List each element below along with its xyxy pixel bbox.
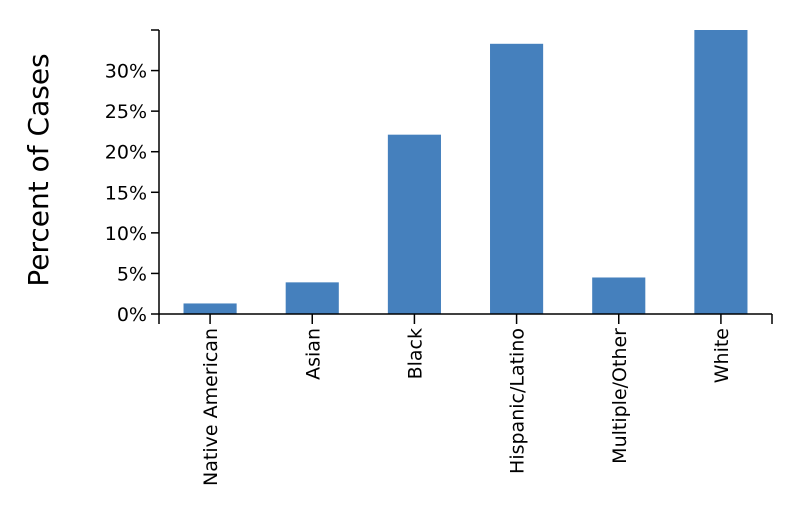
x-tick-label: Hispanic/Latino	[507, 328, 529, 474]
bars	[183, 30, 748, 315]
y-tick-label: 10%	[105, 223, 147, 245]
y-tick-label: 0%	[117, 304, 147, 326]
y-tick-label: 20%	[105, 142, 147, 164]
y-tick-label: 30%	[105, 61, 147, 83]
bar	[183, 303, 237, 314]
bar	[387, 134, 441, 314]
bar	[285, 282, 339, 314]
x-tick-label: White	[711, 328, 733, 383]
y-axis: 0% 5% 10% 15% 20% 25% 30%	[105, 29, 160, 326]
x-tick-label: Multiple/Other	[609, 328, 631, 464]
bar	[490, 43, 544, 315]
y-tick-label: 5%	[117, 263, 147, 285]
bar	[694, 30, 748, 314]
y-axis-title: Percent of Cases	[22, 53, 55, 286]
x-tick-label: Black	[404, 328, 426, 379]
x-axis: Native American Asian Black Hispanic/Latino…	[158, 313, 773, 486]
y-tick-label: 25%	[105, 101, 147, 123]
bar	[592, 277, 646, 314]
x-tick-label: Native American	[200, 328, 222, 486]
x-tick-label: Asian	[302, 328, 324, 380]
y-tick-label: 15%	[105, 182, 147, 204]
